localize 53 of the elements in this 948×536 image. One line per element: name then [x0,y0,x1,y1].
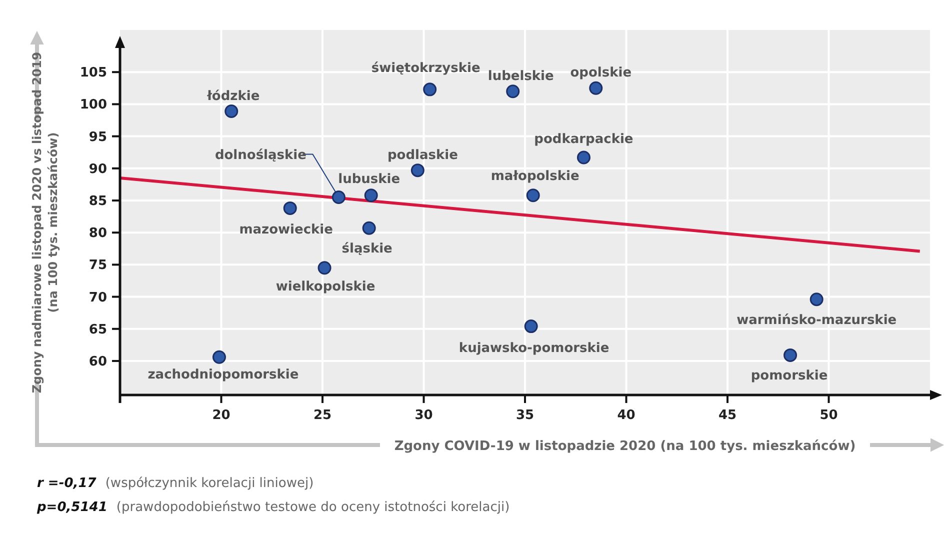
point [589,81,603,95]
annotation: warmińsko-mazurskie [736,312,897,328]
point [423,82,437,96]
point [224,104,238,118]
point [410,164,424,178]
y-tick-label: 80 [88,226,107,242]
point [524,320,538,334]
annotation: dolnośląskie [214,148,307,163]
annotation: wielkopolskie [276,279,376,294]
y-tick-label: 105 [80,66,107,81]
x-tick-label: 25 [313,408,332,423]
x-tick-label: 30 [414,408,433,423]
annotation: lubuskie [338,172,400,187]
point [212,350,226,364]
point [362,221,376,235]
x-tick-label: 45 [718,408,737,423]
annotation: mazowieckie [239,222,334,238]
y-tick-label: 90 [88,162,107,177]
x-tick-label: 50 [820,408,838,423]
point [576,150,590,164]
annotation: śląskie [342,242,393,257]
x-tick-label: 40 [617,408,636,423]
annotation: podkarpackie [534,132,634,148]
x-axis-title: Zgony COVID-19 w listopadzie 2020 (na 100 tys. mieszkańców) [394,439,856,454]
point [283,201,297,215]
point [810,292,824,306]
y-tick-label: 100 [80,98,107,113]
point [318,261,332,275]
annotation: pomorskie [750,368,828,384]
point [364,188,378,202]
y-tick-label: 65 [88,322,107,338]
annotation: świętokrzyskie [371,60,480,76]
annotation: opolskie [570,66,632,81]
y-axis-title: Zgony nadmiarowe listopad 2020 vs listopad 2019 (na 100 tys. mieszkańców) [30,52,60,394]
annotation: łódzkie [206,88,260,104]
annotation: zachodniopomorskie [148,368,299,383]
text: r =-0,17 (współczynnik korelacji liniowej) [37,476,314,491]
annotation: małopolskie [490,168,580,184]
point [526,188,540,202]
x-tick-label: 35 [516,408,534,423]
x-tick-label: 20 [212,408,230,423]
point [506,84,520,98]
y-tick-label: 70 [88,290,107,306]
y-tick-label: 60 [88,354,107,370]
y-tick-label: 95 [88,130,107,145]
annotation: lubelskie [488,68,554,84]
point [784,348,798,362]
y-tick-label: 85 [88,194,107,210]
y-tick-label: 75 [88,258,107,274]
text: p=0,5141 (prawdopodobieństwo testowe do oceny istotności korelacji) [36,500,510,515]
point [332,190,346,204]
annotation: podlaskie [387,148,458,163]
annotation: kujawsko-pomorskie [458,340,610,356]
